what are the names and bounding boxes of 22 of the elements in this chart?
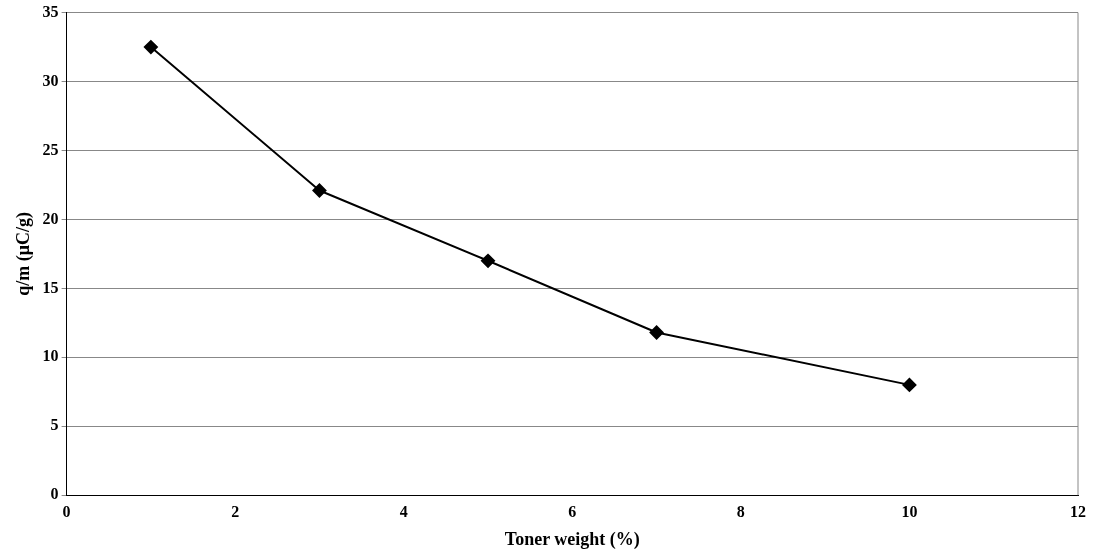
y-tick-label: 35 <box>42 2 59 20</box>
x-tick-label: 0 <box>62 502 71 520</box>
point <box>481 253 496 268</box>
x-tick-label: 12 <box>1070 502 1086 520</box>
point <box>143 40 158 55</box>
y-tick-label: 15 <box>42 278 59 296</box>
y-tick-label: 5 <box>50 416 59 434</box>
y-tick-label: 30 <box>42 71 59 89</box>
x-axis-title: Toner weight (%) <box>504 528 640 550</box>
x-tick-label: 4 <box>399 502 408 520</box>
y-axis-title: q/m (μC/g) <box>13 212 35 296</box>
point <box>312 183 327 198</box>
y-tick-label: 20 <box>42 209 59 227</box>
point <box>649 325 664 340</box>
x-tick-label: 6 <box>568 502 577 520</box>
x-tick-label: 10 <box>901 502 918 520</box>
point <box>902 377 917 392</box>
y-tick-label: 10 <box>42 347 59 365</box>
x-tick-label: 8 <box>736 502 745 520</box>
x-tick-label: 2 <box>231 502 240 520</box>
y-tick-label: 25 <box>42 140 59 158</box>
y-tick-label: 0 <box>50 485 59 503</box>
